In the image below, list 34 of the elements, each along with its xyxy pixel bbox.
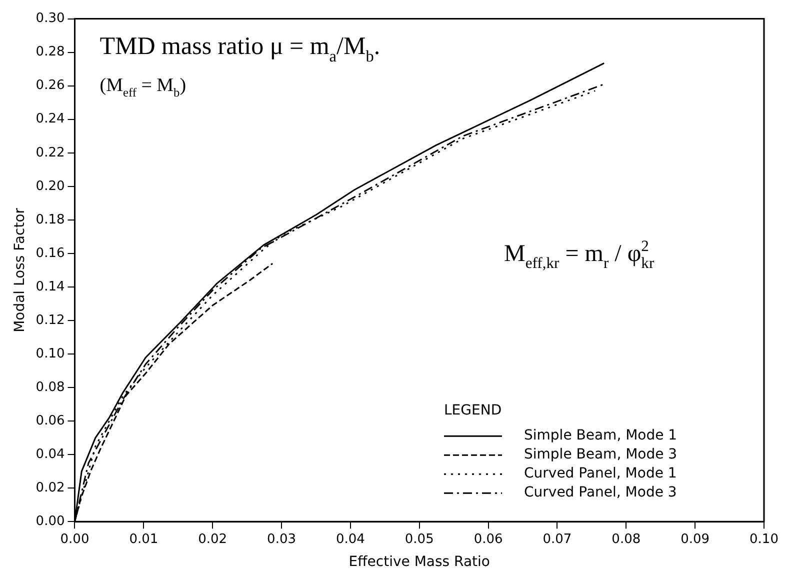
y-tick-label: 0.06	[36, 413, 65, 428]
y-tick-label: 0.24	[36, 112, 65, 127]
x-tick-label: 0.02	[198, 532, 228, 547]
y-axis-title: Modal Loss Factor	[12, 208, 28, 332]
y-tick-label: 0.22	[36, 145, 65, 160]
x-axis-title: Effective Mass Ratio	[348, 554, 490, 570]
x-tick-label: 0.03	[267, 532, 296, 547]
x-tick-label: 0.05	[404, 532, 434, 547]
legend-label: Simple Beam, Mode 3	[524, 446, 678, 463]
y-tick-label: 0.04	[36, 446, 65, 462]
y-tick-label: 0.02	[36, 480, 65, 496]
y-tick-label: 0.14	[36, 279, 65, 294]
y-tick-label: 0.00	[36, 514, 65, 529]
y-tick-label: 0.18	[36, 212, 65, 228]
legend-label: Simple Beam, Mode 1	[524, 428, 678, 444]
y-tick-label: 0.12	[36, 312, 65, 328]
x-tick-label: 0.01	[129, 532, 158, 547]
x-tick-label: 0.07	[542, 532, 572, 547]
y-tick-label: 0.16	[36, 246, 65, 261]
legend-label: Curved Panel, Mode 1	[524, 466, 677, 482]
x-tick-label: 0.08	[612, 532, 641, 547]
x-tick-label: 0.04	[336, 532, 365, 547]
x-tick-label: 0.06	[474, 532, 503, 547]
x-tick-label: 0.09	[680, 532, 710, 547]
y-tick-label: 0.26	[36, 78, 65, 94]
y-tick-label: 0.30	[36, 11, 65, 26]
x-tick-label: 0.10	[750, 532, 778, 547]
legend-label: Curved Panel, Mode 3	[524, 484, 677, 501]
legend-title: LEGEND	[444, 402, 502, 419]
y-tick-label: 0.28	[36, 44, 65, 60]
y-tick-label: 0.08	[36, 380, 65, 395]
y-tick-label: 0.10	[36, 346, 65, 362]
x-tick-label: 0.00	[60, 532, 90, 547]
y-tick-label: 0.20	[36, 178, 65, 194]
